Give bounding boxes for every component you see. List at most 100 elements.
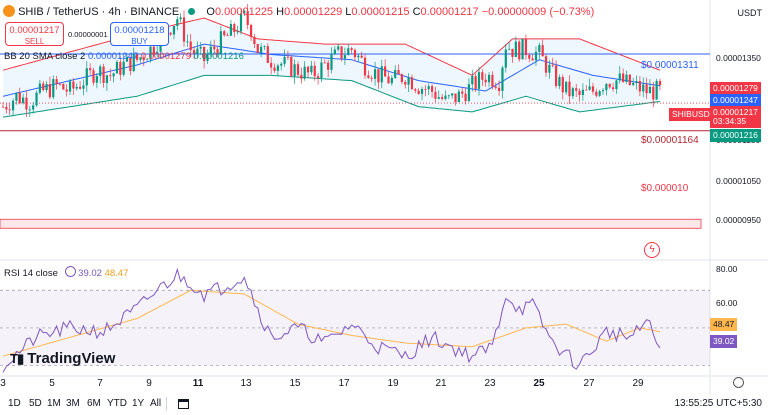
candle-body [387, 76, 390, 84]
candle-body [642, 84, 645, 92]
candle-body [142, 57, 145, 61]
candle-body [38, 83, 41, 93]
x-tick-label: 5 [49, 378, 55, 389]
candle-body [404, 82, 407, 85]
candle-body [390, 77, 393, 84]
candle-body [494, 86, 497, 88]
candle-body [384, 66, 387, 77]
axis-settings-icon[interactable] [733, 377, 744, 388]
timeframe-button-ytd[interactable]: YTD [107, 398, 127, 409]
timeframe-button-1d[interactable]: 1D [8, 398, 21, 409]
candle-body [95, 76, 98, 83]
tradingview-logo[interactable]: T▮ TradingView [10, 350, 115, 367]
candle-body [457, 91, 460, 103]
buy-button[interactable]: 0.00001218 BUY [110, 22, 169, 46]
candle-body [410, 77, 414, 90]
low-value: 0.00001215 [351, 6, 410, 18]
candle-body [72, 81, 75, 89]
timeframe-button-3m[interactable]: 3M [66, 398, 80, 409]
candle-body [92, 70, 95, 83]
tag-last-price: 0.00001217 03:34:35 [710, 106, 761, 128]
candle-body [65, 89, 68, 92]
timeframe-button-1y[interactable]: 1Y [132, 398, 145, 409]
candle-body [373, 69, 377, 79]
symbol-logo-icon [3, 5, 15, 17]
candle-body [78, 86, 82, 89]
rsi-settings-icon[interactable] [64, 266, 76, 277]
candle-body [236, 31, 239, 33]
candle-body [300, 74, 303, 79]
candle-body [645, 84, 648, 94]
sell-button[interactable]: 0.00001217 SELL [5, 22, 64, 46]
candle-body [135, 54, 139, 60]
clock-time[interactable]: 13:55:25 UTC+5:30 [674, 398, 762, 409]
candle-body [256, 44, 259, 53]
candle-body [554, 65, 558, 87]
candle-body [538, 45, 541, 52]
timeframe-button-6m[interactable]: 6M [87, 398, 101, 409]
candle-body [400, 74, 403, 83]
status-dot-icon [188, 8, 196, 15]
candle-body [508, 48, 511, 50]
chart-header: SHIB / TetherUS · 4h · BINANCE O0.000012… [3, 5, 594, 18]
candle-body [149, 46, 152, 60]
candle-body [206, 54, 209, 61]
candle-body [585, 89, 588, 91]
candle-body [85, 68, 88, 86]
candle-body [481, 72, 484, 80]
candle-body [531, 58, 534, 61]
timeframe-button-all[interactable]: All [150, 398, 162, 409]
level-label-support: $0.00001164 [641, 135, 699, 146]
rsi-ma-value: 48.47 [104, 268, 129, 279]
candle-body [461, 91, 464, 94]
calendar-icon[interactable] [178, 399, 189, 409]
candle-body [276, 65, 279, 71]
candle-body [511, 48, 514, 57]
candle-body [11, 100, 15, 111]
symbol-title[interactable]: SHIB / TetherUS · 4h · BINANCE [18, 6, 180, 18]
rsi-axis-label: 80.00 [716, 264, 738, 274]
candle-body [293, 64, 296, 77]
candle-body [55, 79, 58, 84]
candle-body [249, 24, 253, 38]
bb-name: BB 20 SMA close 2 [4, 51, 86, 62]
rsi-legend[interactable]: RSI 14 close 39.02 48.47 [4, 266, 128, 279]
rsi-axis-label: 60.00 [716, 298, 738, 308]
tag-rsi-value: 39.02 [710, 335, 738, 348]
candle-body [286, 56, 290, 58]
candle-body [186, 41, 189, 43]
candle-body [444, 95, 447, 99]
candle-body [420, 88, 424, 94]
candle-body [618, 73, 621, 81]
candle-body [467, 84, 471, 102]
sell-label: SELL [24, 37, 45, 46]
candle-body [464, 93, 467, 102]
lightning-icon[interactable]: ϟ [644, 242, 660, 258]
timeframe-button-5d[interactable]: 5D [29, 398, 42, 409]
x-tick-label: 3 [0, 378, 6, 389]
price-axis-label: 0.00001350 [716, 53, 761, 63]
timeframe-button-1m[interactable]: 1M [47, 398, 61, 409]
candle-body [316, 76, 320, 79]
candle-body [360, 55, 363, 58]
bb-legend[interactable]: BB 20 SMA close 2 0.00001247 0.00001279 … [4, 51, 244, 62]
candle-body [219, 31, 222, 54]
candle-body [430, 86, 434, 92]
candle-body [8, 109, 11, 111]
candle-body [216, 49, 219, 54]
candle-body [303, 66, 306, 79]
candle-body [611, 87, 615, 90]
candle-body [544, 56, 548, 73]
candle-body [196, 48, 199, 54]
candle-body [427, 86, 430, 90]
candle-body [283, 56, 286, 64]
candle-body [25, 97, 28, 110]
buy-label: BUY [131, 37, 148, 46]
candle-body [377, 69, 380, 83]
x-tick-label: 17 [338, 378, 350, 389]
candle-body [28, 109, 31, 111]
candle-body [115, 61, 119, 74]
candle-body [152, 46, 155, 54]
price-axis-label: 0.00000950 [716, 215, 761, 225]
candle-body [353, 50, 357, 58]
